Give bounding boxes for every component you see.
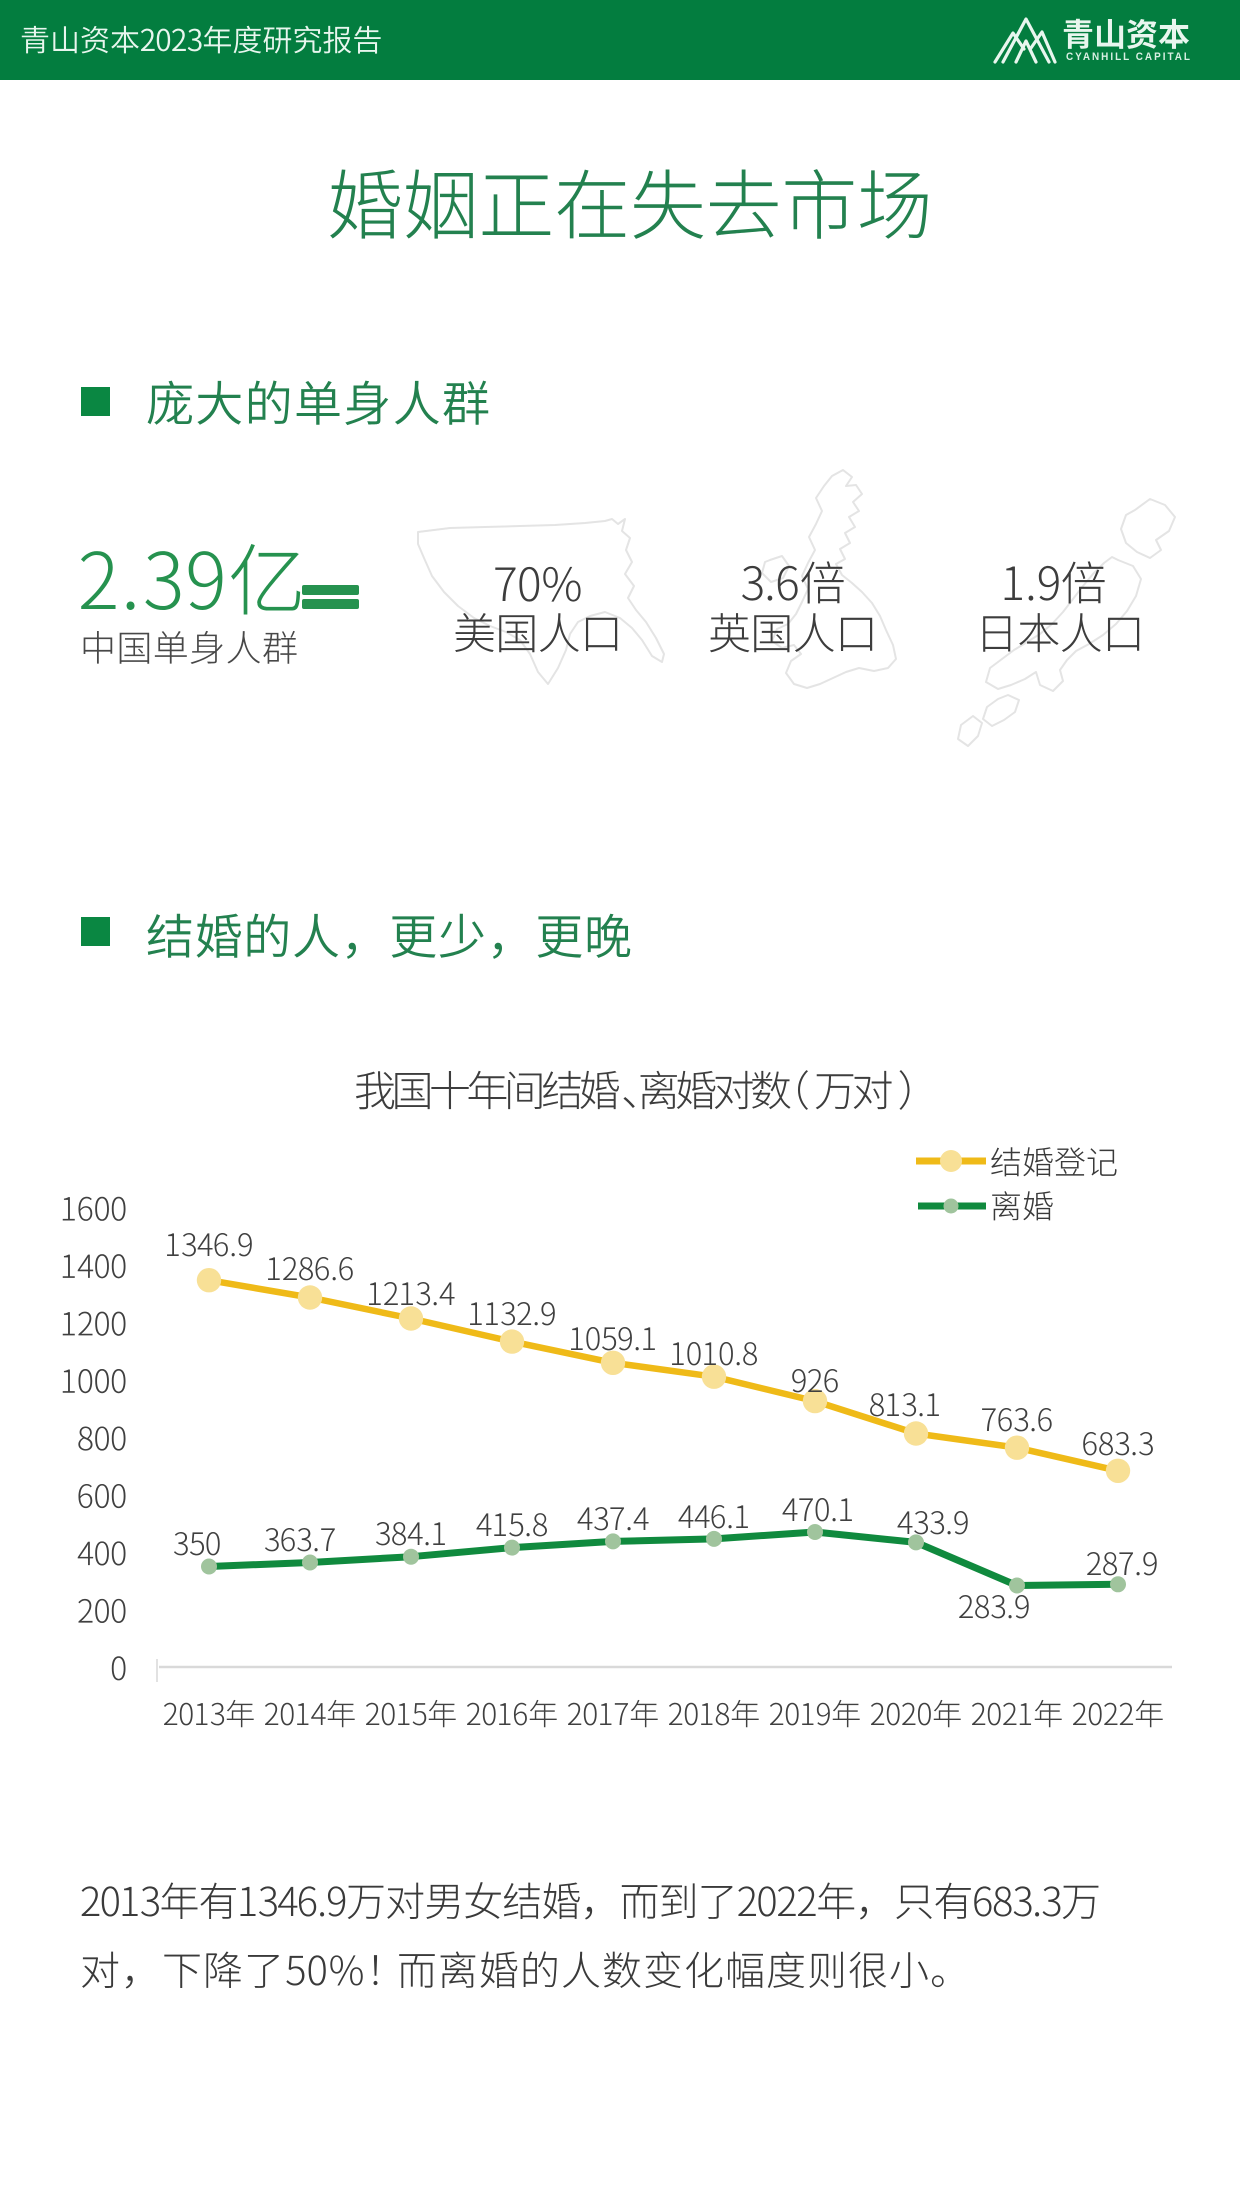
svg-text:CYANHILL CAPITAL: CYANHILL CAPITAL	[1066, 51, 1192, 63]
